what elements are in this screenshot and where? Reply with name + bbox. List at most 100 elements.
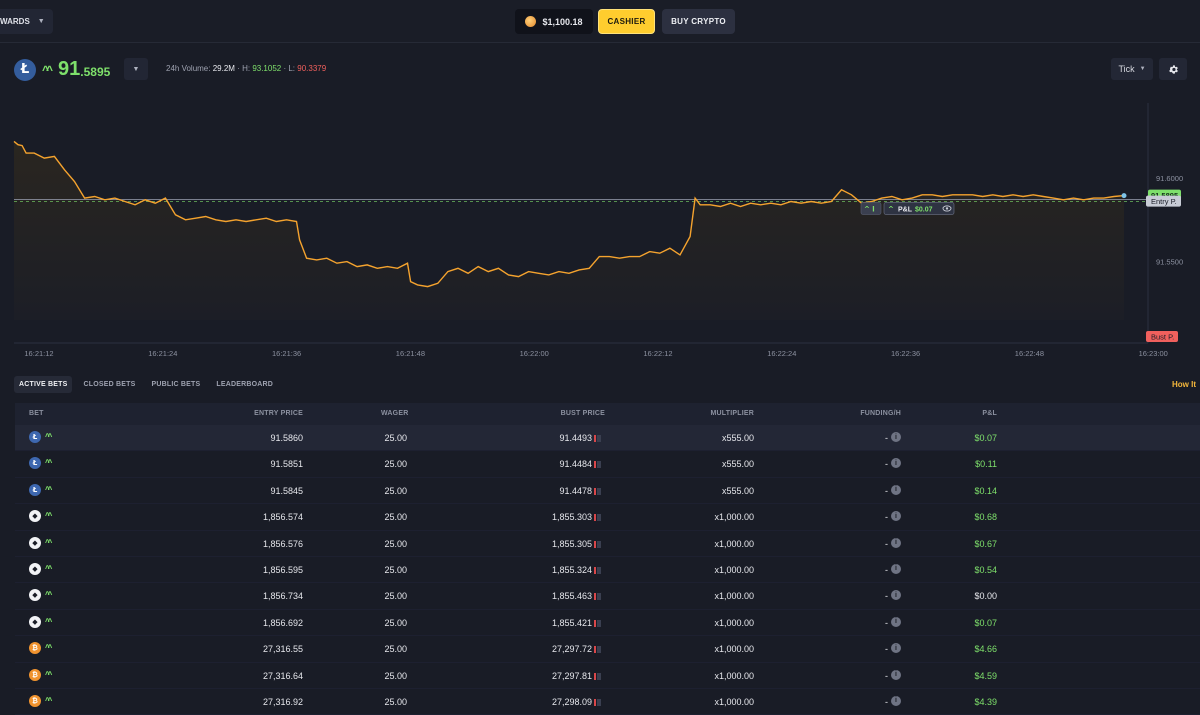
header-bet: BET (29, 410, 44, 417)
info-icon[interactable]: i (891, 432, 901, 442)
cashier-button[interactable]: CASHIER (598, 9, 655, 34)
x-tick-label: 16:22:00 (520, 349, 549, 358)
entry-price-tag (1146, 195, 1181, 207)
info-icon[interactable]: i (891, 616, 901, 627)
pnl-value: $0.68 (974, 512, 997, 523)
x-tick-label: 16:22:48 (1015, 349, 1044, 358)
top-bar: WARDS ▼ $1,100.18 CASHIER BUY CRYPTO (0, 0, 1200, 43)
double-chevron-up-icon: ^^ (45, 563, 52, 573)
info-icon[interactable]: i (891, 458, 901, 469)
funding-rate: - (885, 670, 888, 681)
how-it-works-link[interactable]: How It (1172, 380, 1196, 389)
volume-value: 29.2M (212, 64, 235, 73)
table-row[interactable]: ◆ ^^ 1,856.576 25.00 1,855.305 x1,000.00 - i $0.… (15, 531, 1200, 557)
info-icon[interactable]: i (891, 563, 901, 574)
table-row[interactable]: ₿ ^^ 27,316.92 25.00 27,298.09 x1,000.00 - i $4.… (15, 689, 1200, 715)
x-tick-label: 16:21:12 (24, 349, 53, 358)
high-label: · H: (237, 64, 251, 73)
double-chevron-up-icon: ^ (888, 205, 894, 213)
table-row[interactable]: ◆ ^^ 1,856.574 25.00 1,855.303 x1,000.00 - i $0.… (15, 504, 1200, 531)
pnl-value: $0.54 (974, 564, 997, 575)
bust-indicator (594, 593, 601, 601)
pnl-value: $0.67 (974, 538, 997, 549)
info-icon[interactable]: i (891, 537, 901, 548)
wager: 25.00 (384, 538, 407, 549)
asset-select-dropdown[interactable]: ▼ (124, 58, 148, 80)
interval-label: Tick (1118, 64, 1135, 74)
info-icon[interactable]: i (891, 511, 901, 522)
double-chevron-up-icon: ^^ (45, 432, 52, 441)
entry-price: 91.5860 (270, 433, 303, 443)
x-tick-label: 16:22:12 (643, 349, 672, 358)
wager: 25.00 (384, 617, 407, 628)
tab-leaderboard[interactable]: LEADERBOARD (216, 381, 273, 388)
buy-crypto-button[interactable]: BUY CRYPTO (662, 9, 735, 34)
pnl-tag-label: P&L (898, 206, 913, 213)
info-icon[interactable]: i (891, 669, 901, 680)
wager: 25.00 (384, 512, 407, 523)
tab-closed-bets[interactable]: CLOSED BETS (83, 381, 136, 388)
funding-rate: - (885, 433, 888, 443)
y-tick-label: 91.5500 (1156, 258, 1183, 267)
bets-tabs: ACTIVE BETS CLOSED BETS PUBLIC BETS LEAD… (14, 376, 278, 393)
pnl-value: $4.39 (974, 696, 997, 707)
rewards-dropdown[interactable]: WARDS ▼ (0, 9, 53, 34)
entry-price: 27,316.64 (262, 670, 303, 681)
table-row[interactable]: ◆ ^^ 1,856.595 25.00 1,855.324 x1,000.00 - i $0.… (15, 557, 1200, 584)
bust-price-tag-text: Bust P. (1151, 333, 1174, 342)
bust-indicator (594, 487, 601, 495)
funding-rate: - (885, 485, 888, 496)
bust-price-tag (1146, 331, 1178, 342)
price-integer: 91 (58, 58, 81, 80)
eye-icon (942, 205, 952, 212)
funding-rate: - (885, 538, 888, 549)
info-icon[interactable]: i (891, 590, 901, 601)
table-row[interactable]: ₿ ^^ 27,316.55 25.00 27,297.72 x1,000.00 - i $4.… (15, 636, 1200, 663)
price-chart[interactable]: 16:21:12 16:21:24 16:21:36 16:21:48 16:22:00… (0, 88, 1200, 363)
header-pnl: P&L (982, 410, 997, 417)
table-row[interactable]: Ł ^^ 91.5851 25.00 91.4484 x555.00 - i $0.11 (15, 451, 1200, 478)
info-icon[interactable]: i (891, 643, 901, 654)
wager: 25.00 (384, 485, 407, 496)
double-chevron-up-icon: ^^ (45, 511, 52, 521)
multiplier: x555.00 (721, 433, 754, 443)
funding-rate: - (885, 696, 888, 707)
litecoin-icon: Ł (29, 457, 41, 470)
ethereum-icon: ◆ (29, 615, 41, 628)
settings-button[interactable] (1159, 58, 1187, 80)
bust-price: 1,855.303 (551, 512, 592, 523)
balance-display[interactable]: $1,100.18 (515, 9, 593, 34)
current-price-tag-text: 91.5895 (1151, 191, 1178, 200)
pnl-value: $0.07 (974, 433, 997, 443)
double-chevron-up-icon: ^ l (864, 205, 875, 213)
table-row[interactable]: ◆ ^^ 1,856.734 25.00 1,855.463 x1,000.00 - i $0.… (15, 583, 1200, 610)
bust-indicator (594, 698, 601, 706)
info-icon[interactable]: i (891, 484, 901, 495)
pnl-value: $0.11 (975, 459, 997, 470)
table-row[interactable]: ◆ ^^ 1,856.692 25.00 1,855.421 x1,000.00 - i $0.… (15, 610, 1200, 637)
bust-price: 1,855.421 (551, 617, 592, 628)
multiplier: x1,000.00 (714, 564, 754, 575)
bust-price: 1,855.324 (551, 564, 592, 575)
entry-price: 1,856.692 (262, 617, 303, 628)
interval-dropdown[interactable]: Tick ▼ (1111, 58, 1153, 80)
table-row[interactable]: ₿ ^^ 27,316.64 25.00 27,297.81 x1,000.00 - i $4.… (15, 663, 1200, 689)
wager: 25.00 (384, 564, 407, 575)
current-price-point (1121, 193, 1127, 199)
multiplier: x555.00 (721, 459, 754, 470)
tab-active-bets[interactable]: ACTIVE BETS (14, 376, 73, 393)
info-icon[interactable]: i (891, 695, 901, 706)
bust-indicator (594, 435, 601, 442)
ticker-price: Ł ^^ 91 .5895 (14, 58, 110, 81)
eye-icon-pupil (945, 207, 949, 210)
x-tick-label: 16:22:36 (891, 349, 920, 358)
high-value: 93.1052 (252, 64, 282, 73)
tab-public-bets[interactable]: PUBLIC BETS (151, 381, 201, 388)
entry-price: 1,856.574 (262, 512, 303, 523)
y-tick-label: 91.6000 (1156, 174, 1183, 183)
wager: 25.00 (384, 644, 407, 655)
bust-price: 1,855.463 (551, 591, 592, 602)
table-row[interactable]: Ł ^^ 91.5845 25.00 91.4478 x555.00 - i $0.14 (15, 478, 1200, 505)
bust-price: 91.4478 (559, 485, 592, 496)
table-row[interactable]: Ł ^^ 91.5860 25.00 91.4493 x555.00 - i $0.07 (15, 425, 1200, 452)
